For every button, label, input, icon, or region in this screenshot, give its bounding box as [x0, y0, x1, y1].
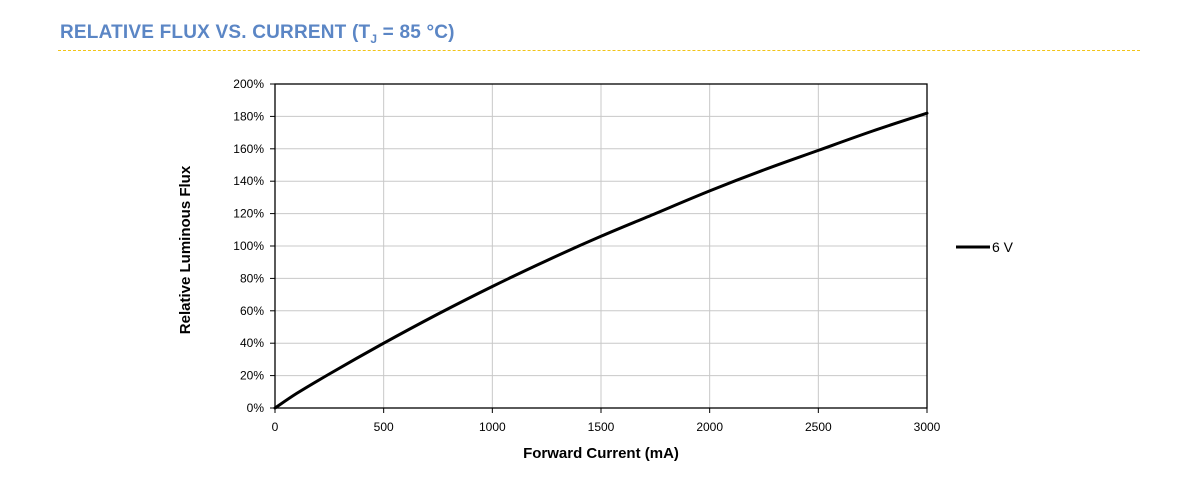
legend: 6 V	[956, 239, 1014, 255]
x-tick-label: 1500	[588, 420, 615, 434]
y-tick-label: 120%	[233, 207, 264, 221]
y-tick-label: 200%	[233, 77, 264, 91]
y-tick-label: 60%	[240, 304, 264, 318]
series-line-6v	[273, 111, 929, 410]
y-tick-label: 100%	[233, 239, 264, 253]
chart-title: RELATIVE FLUX VS. CURRENT (TJ = 85 °C)	[60, 22, 455, 46]
x-tick-label: 0	[272, 420, 279, 434]
grid-lines	[275, 84, 927, 408]
y-tick-label: 20%	[240, 369, 264, 383]
series-group	[273, 111, 929, 410]
chart-title-main: RELATIVE FLUX VS. CURRENT (T	[60, 22, 371, 43]
x-tick-label: 2500	[805, 420, 832, 434]
y-tick-label: 140%	[233, 174, 264, 188]
y-tick-label: 160%	[233, 142, 264, 156]
y-tick-label: 0%	[247, 401, 265, 415]
y-axis-ticks: 0% 20% 40% 60% 80% 100% 120% 140% 160% 180% 200%	[233, 77, 275, 415]
y-tick-label: 180%	[233, 109, 264, 123]
x-tick-label: 1000	[479, 420, 506, 434]
y-tick-label: 80%	[240, 271, 264, 285]
chart-title-tail: = 85 °C)	[377, 22, 455, 43]
x-tick-label: 3000	[914, 420, 941, 434]
y-tick-label: 40%	[240, 336, 264, 350]
chart-title-subscript: J	[370, 32, 378, 46]
x-axis-title: Forward Current (mA)	[523, 445, 679, 462]
x-axis-ticks: 0 500 1000 1500 2000 2500 3000	[272, 408, 941, 434]
title-divider	[58, 50, 1140, 51]
y-axis-title: Relative Luminous Flux	[177, 165, 194, 334]
x-tick-label: 2000	[696, 420, 723, 434]
x-tick-label: 500	[374, 420, 394, 434]
legend-label-6v: 6 V	[992, 239, 1014, 255]
